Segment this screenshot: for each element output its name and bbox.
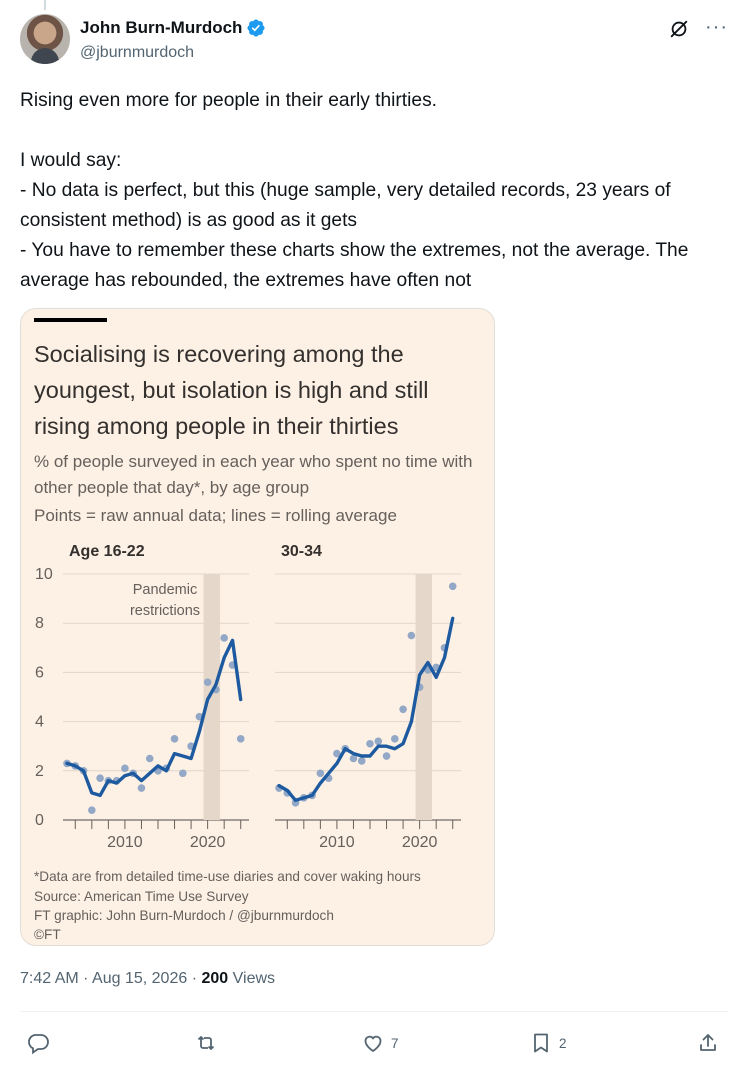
data-point <box>96 774 104 782</box>
data-point <box>399 705 407 714</box>
data-point <box>203 678 212 687</box>
data-point <box>145 754 154 763</box>
views-count: 200 <box>201 970 229 987</box>
data-point <box>316 769 325 778</box>
data-point <box>349 754 358 763</box>
author-name-row: John Burn-Murdoch <box>80 18 266 38</box>
tweet-body: Rising even more for people in their ear… <box>20 86 728 296</box>
y-tick-label: 10 <box>35 566 53 583</box>
tweet-media-image[interactable]: Socialising is recovering among the youn… <box>20 308 495 946</box>
like-button[interactable]: 7 <box>361 1026 399 1060</box>
data-point <box>170 735 179 743</box>
tweet-date[interactable]: Aug 15, 2026 <box>92 970 188 987</box>
pandemic-band <box>415 574 433 820</box>
chart-subtitle: % of people surveyed in each year who sp… <box>34 452 473 497</box>
y-tick-label: 8 <box>35 615 44 632</box>
author-name[interactable]: John Burn-Murdoch <box>80 18 243 37</box>
data-point <box>137 784 146 792</box>
tweet-text-list: I would say: - No data is perfect, but t… <box>20 150 689 291</box>
data-point <box>220 634 228 642</box>
action-bar: 7 2 <box>20 1026 728 1060</box>
ft-brand-bar <box>34 318 107 322</box>
x-tick-label: 2010 <box>319 834 355 851</box>
heart-icon <box>364 1035 382 1053</box>
bookmark-button[interactable]: 2 <box>529 1026 567 1060</box>
more-options-icon[interactable]: ··· <box>705 16 728 38</box>
rolling-average-line <box>277 616 455 802</box>
tweet-header: John Burn-Murdoch @jburnmurdoch ··· <box>20 14 728 66</box>
verified-badge-icon <box>247 19 265 37</box>
y-tick-label: 4 <box>35 714 44 731</box>
bookmark-icon <box>534 1033 548 1053</box>
reply-icon <box>28 1034 49 1055</box>
data-point <box>407 631 416 640</box>
panel-title-30-34: 30-34 <box>281 543 322 560</box>
data-point <box>382 752 391 760</box>
x-tick-label: 2020 <box>190 834 226 851</box>
tweet-text-line: Rising even more for people in their ear… <box>20 90 437 111</box>
pandemic-annotation: Pandemic <box>133 582 197 598</box>
pandemic-annotation: restrictions <box>130 603 200 619</box>
y-tick-label: 6 <box>35 664 44 681</box>
tweet-meta: 7:42 AM · Aug 15, 2026 · 200 Views <box>20 970 275 988</box>
data-point <box>374 737 383 746</box>
author-handle[interactable]: @jburnmurdoch <box>80 44 195 61</box>
thread-connector <box>44 0 46 10</box>
data-point <box>448 582 457 591</box>
panel-title-age-16-22: Age 16-22 <box>69 543 145 560</box>
y-tick-label: 0 <box>35 812 44 829</box>
data-point <box>391 735 399 743</box>
share-button[interactable] <box>696 1026 720 1060</box>
repost-icon <box>197 1036 215 1050</box>
data-point <box>88 806 96 814</box>
x-tick-label: 2010 <box>107 834 143 851</box>
data-point <box>366 739 374 748</box>
chart-title: Socialising is recovering among the youn… <box>34 341 429 439</box>
data-point <box>236 735 245 743</box>
footnote-data: *Data are from detailed time-use diaries… <box>34 869 421 884</box>
chart-note: Points = raw annual data; lines = rollin… <box>34 506 397 525</box>
pandemic-band <box>203 574 221 820</box>
meta-separator: · <box>191 970 198 987</box>
data-point <box>333 749 341 758</box>
reply-button[interactable] <box>26 1026 56 1060</box>
tweet-time[interactable]: 7:42 AM <box>20 970 79 987</box>
divider <box>20 1011 728 1012</box>
repost-button[interactable] <box>194 1026 224 1060</box>
x-tick-label: 2020 <box>402 834 438 851</box>
y-tick-label: 2 <box>35 763 44 780</box>
grok-icon[interactable] <box>668 18 690 40</box>
chart-plot-area: 2010 2020 0 2 4 6 8 10 Pandemic restrictions 2010 2… <box>35 566 461 851</box>
share-icon <box>700 1034 716 1051</box>
footnote-credit: FT graphic: John Burn-Murdoch / @jburnmu… <box>34 908 334 923</box>
data-point <box>121 764 129 773</box>
footnote-copyright: ©FT <box>34 927 61 942</box>
views-label: Views <box>232 970 276 987</box>
data-point <box>179 769 187 778</box>
bookmark-count: 2 <box>559 1035 567 1051</box>
like-count: 7 <box>391 1035 399 1051</box>
footnote-source: Source: American Time Use Survey <box>34 889 249 904</box>
rolling-average-line <box>65 638 243 798</box>
avatar[interactable] <box>20 14 70 64</box>
meta-separator: · <box>83 970 89 987</box>
data-point <box>357 757 366 765</box>
